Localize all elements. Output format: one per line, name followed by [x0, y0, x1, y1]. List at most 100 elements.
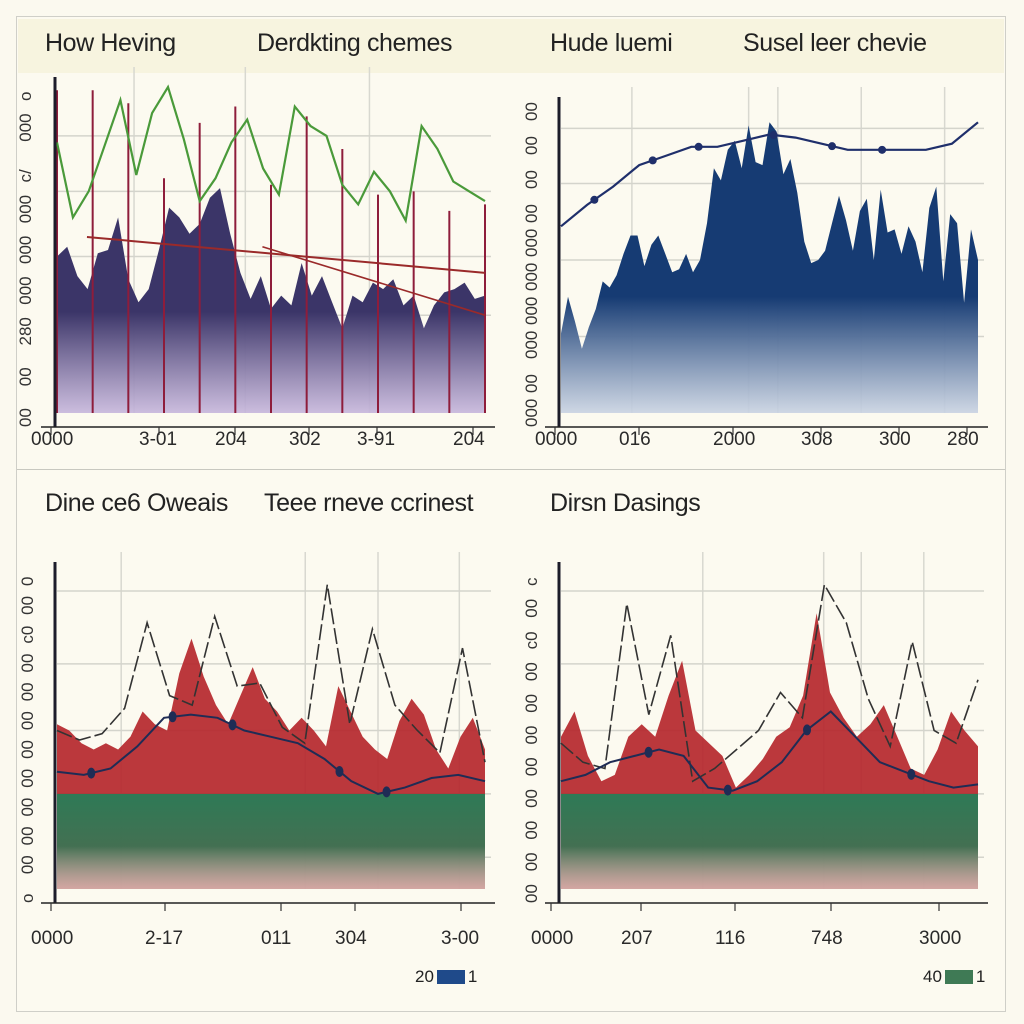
y-tick-label: c0 — [522, 631, 541, 649]
y-tick-label: 280 — [16, 317, 35, 345]
y-tick-label: 00 — [522, 852, 541, 871]
data-point — [694, 142, 703, 151]
chart-panel-grid: How Heving Derdkting chemes Hude luemi S… — [16, 16, 1006, 1012]
chart-title-top-left-a: How Heving — [45, 29, 176, 57]
y-tick-label: 000 — [16, 113, 35, 141]
data-point — [590, 195, 599, 204]
y-tick-label: 00 — [522, 694, 541, 713]
y-tick-label: 00 — [18, 682, 37, 701]
y-tick-label: 00 — [522, 821, 541, 840]
y-tick-label: 000 — [522, 263, 541, 291]
data-point — [878, 145, 887, 154]
x-tick-label: 204 — [215, 429, 247, 450]
y-tick-label: 00 — [18, 711, 37, 730]
y-tick-label: 00 — [18, 740, 37, 759]
line-series — [55, 84, 486, 225]
y-tick-label: c0 — [18, 626, 37, 644]
legend-bottom-right: 40 1 — [923, 967, 985, 987]
y-tick-label: 0 — [18, 577, 37, 586]
y-tick-label: 00 — [522, 726, 541, 745]
y-tick-label: 00 — [522, 789, 541, 808]
top-title-band — [18, 19, 1004, 73]
y-tick-label: 00 — [522, 374, 541, 393]
area-series-green — [561, 793, 978, 889]
legend-suffix: 1 — [467, 967, 478, 986]
chart-title-top-left-b: Derdkting chemes — [257, 29, 453, 57]
y-tick-label: 000 — [522, 331, 541, 359]
y-tick-label: 00 — [18, 798, 37, 817]
y-tick-label: 00 — [522, 136, 541, 155]
x-tick-label: 3-01 — [139, 429, 177, 450]
y-tick-label: 00 — [18, 769, 37, 788]
x-tick-label: 3000 — [919, 928, 961, 949]
x-tick-label: 2000 — [713, 429, 755, 450]
x-tick-label: 280 — [947, 429, 979, 450]
x-tick-label: 0000 — [31, 928, 73, 949]
x-tick-label: 300 — [879, 429, 911, 450]
y-tick-label: 00 — [16, 367, 35, 386]
x-tick-label: 016 — [619, 429, 651, 450]
legend-suffix: 1 — [975, 967, 986, 986]
x-tick-label: 116 — [715, 928, 745, 949]
x-tick-label: 0000 — [531, 928, 573, 949]
chart-title-top-right-a: Hude luemi — [550, 29, 673, 57]
data-point — [828, 142, 837, 151]
y-tick-label: 000 — [16, 236, 35, 264]
x-tick-label: 308 — [801, 429, 833, 450]
chart-top-left: 0000 3-01 204 302 3-91 204o000c/0000000002800… — [16, 67, 495, 450]
x-tick-label: 011 — [261, 928, 291, 949]
chart-title-bottom-left-a: Dine ce6 Oweais — [45, 489, 228, 517]
chart-title-top-right-b: Susel leer chevie — [743, 29, 927, 57]
y-tick-label: 00 — [18, 855, 37, 874]
y-tick-label: 00 — [522, 757, 541, 776]
x-tick-label: 3-00 — [441, 928, 479, 949]
data-point — [907, 768, 916, 780]
data-point — [769, 131, 778, 140]
y-tick-label: 000 — [522, 297, 541, 325]
y-tick-label: 00 — [16, 408, 35, 427]
charts-svg: 0000 3-01 204 302 3-91 204o000c/0000000002800… — [16, 67, 988, 949]
y-tick-label: 00 — [522, 599, 541, 618]
y-tick-label: c — [522, 577, 541, 586]
y-tick-label: 00 — [522, 170, 541, 189]
data-point — [723, 784, 732, 796]
y-tick-label: 00 — [522, 204, 541, 223]
row-divider — [17, 469, 1005, 470]
legend-label: 20 — [415, 967, 434, 986]
y-tick-label: 000 — [522, 229, 541, 257]
data-point — [803, 724, 812, 736]
y-tick-label: 000 — [522, 399, 541, 427]
line-series — [560, 121, 979, 228]
dashed-series — [560, 582, 979, 783]
y-tick-label: o — [18, 894, 37, 903]
legend-bottom-left: 20 1 — [415, 967, 477, 987]
legend-swatch — [436, 970, 465, 984]
x-tick-label: 302 — [289, 429, 321, 450]
x-tick-label: 2-17 — [145, 928, 183, 949]
data-point — [335, 765, 344, 777]
y-tick-label: 00 — [522, 102, 541, 121]
data-point — [87, 767, 96, 779]
data-point — [644, 746, 653, 758]
legend-label: 40 — [923, 967, 942, 986]
area-series — [561, 122, 978, 414]
x-tick-label: 304 — [335, 928, 367, 949]
chart-title-bottom-right-a: Dirsn Dasings — [550, 489, 701, 517]
data-point — [168, 711, 177, 723]
y-tick-label: o — [16, 92, 35, 101]
y-tick-label: c/ — [16, 169, 35, 183]
y-tick-label: 00 — [18, 654, 37, 673]
trend-line — [262, 245, 486, 316]
y-tick-label: 00 — [522, 884, 541, 903]
y-tick-label: 000 — [16, 276, 35, 304]
x-tick-label: 204 — [453, 429, 485, 450]
y-tick-label: 00 — [18, 596, 37, 615]
dashed-series — [56, 584, 486, 763]
x-tick-label: 0000 — [31, 429, 73, 450]
chart-title-bottom-left-b: Teee rneve ccrinest — [264, 489, 474, 517]
area-series-green — [57, 793, 485, 889]
x-tick-label: 3-91 — [357, 429, 395, 450]
y-tick-label: 00 — [18, 826, 37, 845]
y-tick-label: 000 — [16, 195, 35, 223]
